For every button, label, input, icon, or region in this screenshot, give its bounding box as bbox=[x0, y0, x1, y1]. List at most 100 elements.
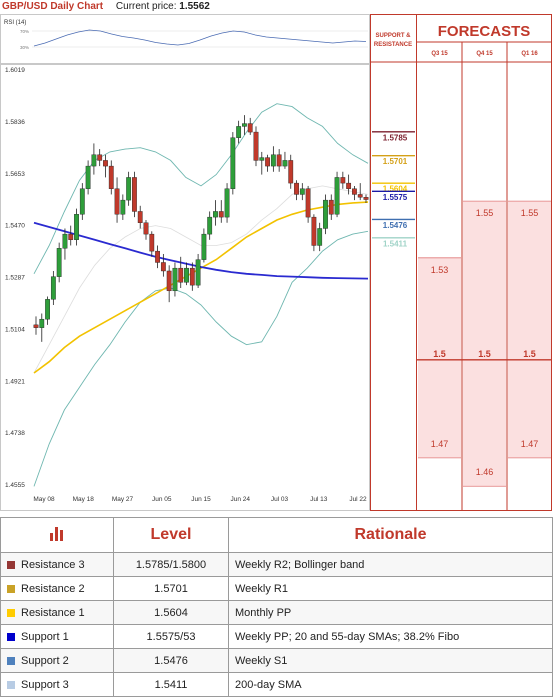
x-tick-label: May 27 bbox=[112, 496, 134, 503]
candle-body bbox=[155, 250, 160, 263]
forecast-range-band bbox=[418, 257, 461, 458]
price-panel bbox=[0, 64, 370, 511]
current-price-label: Current price: bbox=[115, 1, 177, 12]
table-row: Resistance 3 1.5785/1.5800 Weekly R2; Boll… bbox=[0, 552, 553, 577]
sr-level-value: 1.5411 bbox=[383, 239, 408, 248]
forecast-range-band bbox=[463, 201, 506, 487]
x-tick-label: Jul 03 bbox=[271, 496, 289, 503]
candle-body bbox=[97, 154, 103, 161]
forecast-range-band bbox=[508, 201, 551, 458]
forecast-col-label: Q1 16 bbox=[521, 51, 538, 57]
candle-body bbox=[328, 199, 334, 215]
sr-header-line1: SUPPORT & bbox=[375, 33, 411, 39]
candle-body bbox=[242, 123, 247, 127]
x-tick-label: Jun 15 bbox=[191, 496, 211, 503]
candle-body bbox=[224, 188, 230, 218]
level-rationale: 200-day SMA bbox=[228, 672, 553, 697]
candle-body bbox=[172, 267, 178, 292]
forecast-col-label: Q4 15 bbox=[476, 51, 493, 57]
sr-level-value: 1.5785 bbox=[383, 133, 408, 142]
level-swatch bbox=[7, 680, 15, 689]
candle-body bbox=[299, 188, 305, 195]
bar-chart-icon bbox=[50, 526, 63, 541]
candle-body bbox=[259, 157, 265, 161]
x-tick-label: Jul 13 bbox=[310, 496, 328, 503]
candle-body bbox=[305, 188, 311, 218]
level-name: Support 1 bbox=[21, 630, 69, 643]
candle-body bbox=[247, 123, 253, 133]
table-header-rationale: Rationale bbox=[228, 517, 553, 553]
table-row: Support 2 1.5476 Weekly S1 bbox=[0, 648, 553, 673]
candle-body bbox=[201, 233, 207, 260]
table-row: Support 1 1.5575/53 Weekly PP; 20 and 55-d… bbox=[0, 624, 553, 649]
level-swatch bbox=[7, 584, 15, 593]
y-tick-label: 1.4738 bbox=[5, 430, 25, 437]
rsi-tick-label: 70% bbox=[20, 29, 29, 34]
y-tick-label: 1.5470 bbox=[5, 223, 25, 230]
level-name-cell: Resistance 2 bbox=[0, 576, 114, 601]
level-name: Resistance 2 bbox=[21, 582, 85, 595]
level-name: Support 3 bbox=[21, 678, 69, 691]
candle-body bbox=[149, 233, 155, 252]
sr-level-value: 1.5701 bbox=[383, 157, 408, 166]
level-swatch bbox=[7, 560, 15, 569]
candle-body bbox=[334, 177, 340, 215]
forecast-mid-value: 1.5 bbox=[523, 349, 536, 359]
candle-body bbox=[265, 157, 270, 167]
candle-body bbox=[143, 222, 149, 235]
rsi-line bbox=[33, 29, 367, 47]
level-rationale: Monthly PP bbox=[228, 600, 553, 625]
level-value: 1.5785/1.5800 bbox=[113, 552, 229, 577]
candle-body bbox=[294, 182, 299, 195]
level-value: 1.5604 bbox=[113, 600, 229, 625]
candle-body bbox=[160, 262, 166, 272]
candle-body bbox=[236, 126, 242, 138]
rsi-tick-label: 30% bbox=[20, 45, 29, 50]
forecast-mid-value: 1.5 bbox=[478, 349, 491, 359]
bollinger-lower-line bbox=[33, 230, 369, 487]
candle-body bbox=[74, 214, 79, 240]
current-price-value: 1.5562 bbox=[179, 1, 210, 12]
forecast-high-value: 1.55 bbox=[521, 208, 539, 218]
candle-body bbox=[62, 233, 68, 249]
y-tick-label: 1.4555 bbox=[5, 482, 25, 489]
candle-body bbox=[103, 160, 108, 167]
sr-level-value: 1.5476 bbox=[383, 221, 408, 230]
candle-body bbox=[50, 276, 56, 300]
y-tick-label: 1.5287 bbox=[5, 275, 25, 282]
candle-body bbox=[207, 216, 213, 235]
level-name-cell: Support 2 bbox=[0, 648, 114, 673]
level-swatch bbox=[7, 632, 15, 641]
level-name-cell: Resistance 3 bbox=[0, 552, 114, 577]
candle-body bbox=[85, 165, 91, 189]
sr-level-value: 1.5604 bbox=[383, 185, 408, 194]
candle-body bbox=[137, 211, 143, 223]
candle-body bbox=[184, 267, 189, 283]
candle-body bbox=[213, 211, 218, 218]
level-rationale: Weekly R2; Bollinger band bbox=[228, 552, 553, 577]
y-tick-label: 1.5653 bbox=[5, 171, 25, 178]
level-swatch bbox=[7, 656, 15, 665]
y-tick-label: 1.5104 bbox=[5, 326, 25, 333]
candle-body bbox=[108, 165, 114, 189]
forecast-low-value: 1.47 bbox=[521, 439, 539, 449]
x-tick-label: Jun 05 bbox=[152, 496, 172, 503]
candle-body bbox=[340, 177, 346, 184]
candle-body bbox=[114, 188, 120, 215]
candle-body bbox=[270, 154, 276, 167]
y-tick-label: 1.6019 bbox=[5, 67, 25, 74]
candle-body bbox=[195, 259, 201, 286]
candle-body bbox=[91, 154, 97, 167]
level-value: 1.5701 bbox=[113, 576, 229, 601]
candle-body bbox=[178, 267, 184, 283]
level-name-cell: Support 3 bbox=[0, 672, 114, 697]
forecast-low-value: 1.46 bbox=[476, 467, 494, 477]
candle-body bbox=[218, 211, 224, 218]
candle-body bbox=[346, 182, 352, 189]
candle-body bbox=[126, 177, 132, 201]
candle-body bbox=[132, 177, 137, 212]
candle-body bbox=[352, 188, 357, 195]
candle-body bbox=[56, 248, 62, 277]
forecast-col-label: Q3 15 bbox=[431, 51, 448, 57]
level-name-cell: Resistance 1 bbox=[0, 600, 114, 625]
